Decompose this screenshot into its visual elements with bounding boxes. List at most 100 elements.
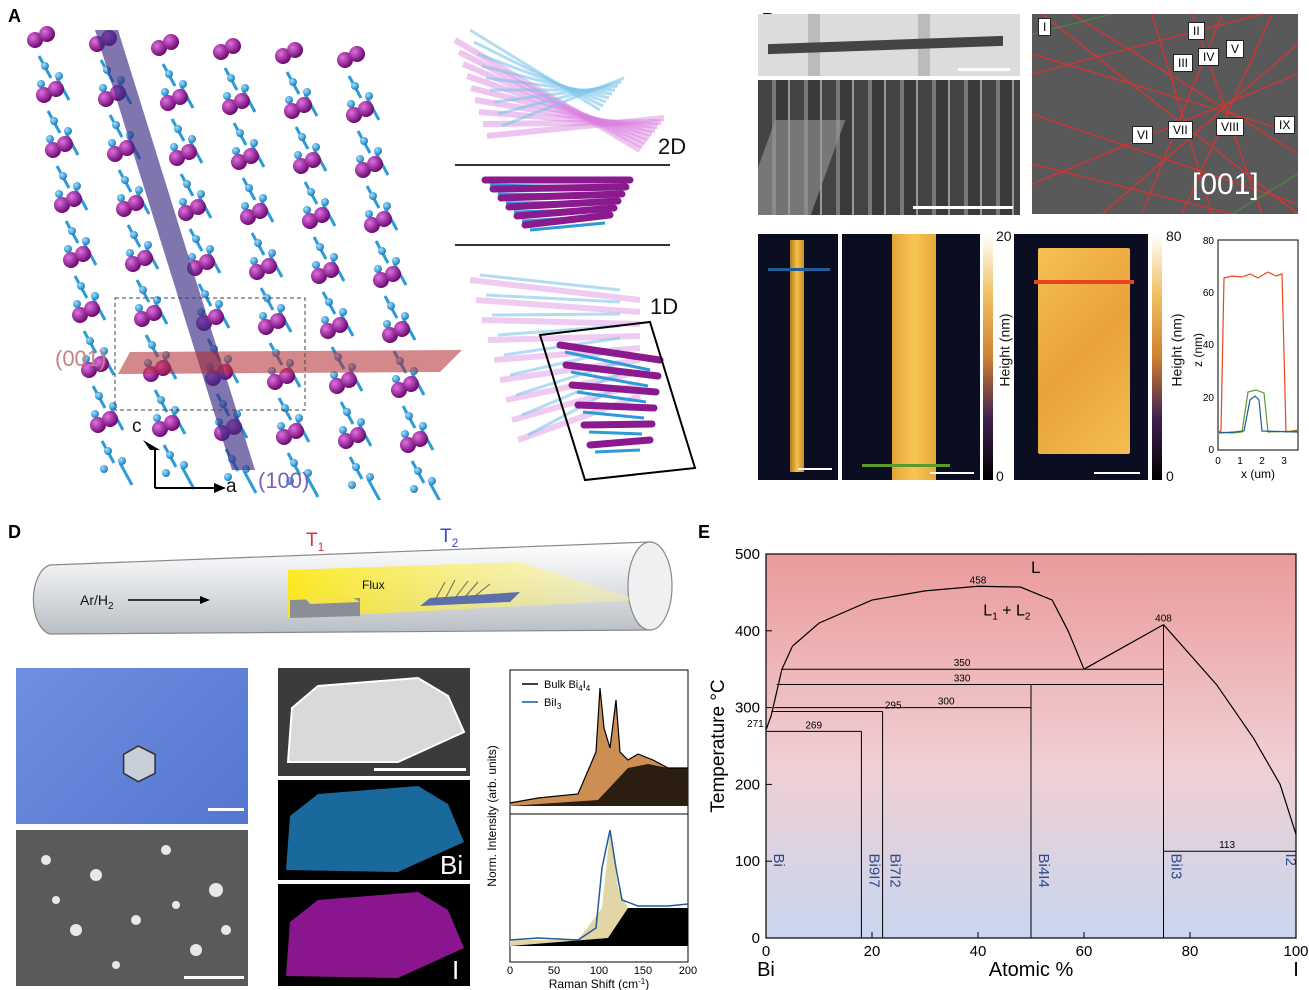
bismuth-atom xyxy=(330,253,338,261)
zone-label-vii: VII xyxy=(1168,121,1193,139)
compound-label: I2 xyxy=(1282,854,1299,867)
iodine-atom xyxy=(364,217,380,233)
iodine-atom xyxy=(346,107,362,123)
zone-label-iv: IV xyxy=(1198,48,1220,66)
temperature-label: 295 xyxy=(885,700,902,711)
bismuth-atom xyxy=(68,227,76,235)
bismuth-atom xyxy=(321,198,329,206)
profile-line-green xyxy=(1218,389,1299,434)
iodine-atom xyxy=(358,101,374,117)
bismuth-atom xyxy=(263,294,271,302)
x-tick-label: 20 xyxy=(864,943,881,960)
plane-001-shape xyxy=(118,350,462,374)
colorbar-1 xyxy=(983,234,993,480)
plane-001-label: (001) xyxy=(55,346,107,371)
label-2d: 2D xyxy=(658,134,687,159)
bismuth-atom xyxy=(117,194,125,202)
bismuth-atom xyxy=(100,347,108,355)
iodine-atom xyxy=(311,268,327,284)
iodine-atom xyxy=(54,197,70,213)
temperature-label: 300 xyxy=(938,697,955,708)
bismuth-atom xyxy=(254,239,262,247)
bismuth-atom xyxy=(312,143,320,151)
profile-ylabel: z (nm) xyxy=(1192,333,1205,367)
phase-diagram-chart: 458 408 350 330 300 295 269 271 113 L L1 + L2 Bi Bi9… xyxy=(708,546,1309,981)
bismuth-atom xyxy=(360,137,368,145)
bismuth-atom xyxy=(144,241,152,249)
iodine-atom xyxy=(341,372,357,388)
iodine-atom xyxy=(275,48,291,64)
iodine-atom xyxy=(276,429,292,445)
iodine-atom xyxy=(181,144,197,160)
optical-image-hexagon xyxy=(16,668,248,824)
bismuth-atom xyxy=(37,80,45,88)
bismuth-atom xyxy=(59,172,67,180)
iodine-atom xyxy=(234,93,250,109)
bismuth-atom xyxy=(290,459,298,467)
eds-label-bi: Bi xyxy=(440,850,464,880)
eds-label-i: I xyxy=(452,955,460,985)
iodine-atom xyxy=(296,97,312,113)
iodine-atom xyxy=(329,378,345,394)
bismuth-atom xyxy=(82,237,90,245)
bismuth-atom xyxy=(183,180,191,188)
profile-xtick: 3 xyxy=(1281,456,1287,467)
1d-unit-outline xyxy=(538,320,697,482)
bismuth-atom xyxy=(277,422,285,430)
bismuth-atom xyxy=(179,80,187,88)
crystal-structure-figure xyxy=(27,26,697,500)
iodine-atom xyxy=(90,417,106,433)
raman-xtick: 100 xyxy=(590,965,608,977)
compound-label: BiI3 xyxy=(1168,854,1185,880)
bismuth-atom xyxy=(295,414,303,422)
iodine-atom xyxy=(164,415,180,431)
bismuth-atom xyxy=(139,286,147,294)
bismuth-atom xyxy=(250,139,258,147)
iodine-atom xyxy=(258,319,274,335)
profile-ytick: 20 xyxy=(1203,393,1215,404)
phase-axes: 0 100 200 300 400 500 0 20 40 60 80 100 Atomic % Temp… xyxy=(708,546,1309,981)
x-tick-label: 60 xyxy=(1076,943,1093,960)
bismuth-atom xyxy=(366,473,374,481)
unit-cell-outline xyxy=(114,297,306,411)
bismuth-atom xyxy=(410,485,418,493)
bismuth-atom xyxy=(383,202,391,210)
liquidus-miscibility-gap xyxy=(781,585,1085,670)
bismuth-atom xyxy=(171,406,179,414)
zone-label-ii: II xyxy=(1188,22,1205,40)
profile-ytick: 60 xyxy=(1203,288,1215,299)
bismuth-atom xyxy=(126,249,134,257)
bismuth-atom xyxy=(304,469,312,477)
bismuth-atom xyxy=(387,302,395,310)
bismuth-atom xyxy=(118,457,126,465)
bismuth-atom xyxy=(135,304,143,312)
diffraction-pattern-image xyxy=(1032,14,1298,214)
bismuth-atom xyxy=(224,473,232,481)
bismuth-atom xyxy=(303,206,311,214)
eds-map-i xyxy=(278,884,470,986)
iodine-atom xyxy=(412,431,428,447)
raman-ylabel: Norm. Intensity (arb. units) xyxy=(485,745,499,886)
iodine-atom xyxy=(284,103,300,119)
temperature-label: 408 xyxy=(1155,614,1172,625)
bismuth-atom xyxy=(298,133,306,141)
iodine-atom xyxy=(178,205,194,221)
iodine-atom xyxy=(98,91,114,107)
label-1d: 1D xyxy=(650,294,679,319)
bismuth-atom xyxy=(73,182,81,190)
temperature-label: 269 xyxy=(805,720,822,731)
colorbar-2-max: 80 xyxy=(1166,228,1182,244)
optical-image-wire xyxy=(758,14,1020,76)
iodine-atom xyxy=(225,38,241,54)
compound-label: Bi4I4 xyxy=(1035,854,1052,888)
iodine-atom xyxy=(394,321,410,337)
bismuth-atom xyxy=(392,375,400,383)
iodine-atom xyxy=(252,203,268,219)
bismuth-atom xyxy=(95,392,103,400)
bismuth-atom xyxy=(55,72,63,80)
bismuth-atom xyxy=(365,92,373,100)
bismuth-atom xyxy=(174,125,182,133)
raman-xlabel: Raman Shift (cm-1) xyxy=(549,977,649,990)
bismuth-atom xyxy=(180,461,188,469)
panel-label-d: D xyxy=(8,522,21,542)
